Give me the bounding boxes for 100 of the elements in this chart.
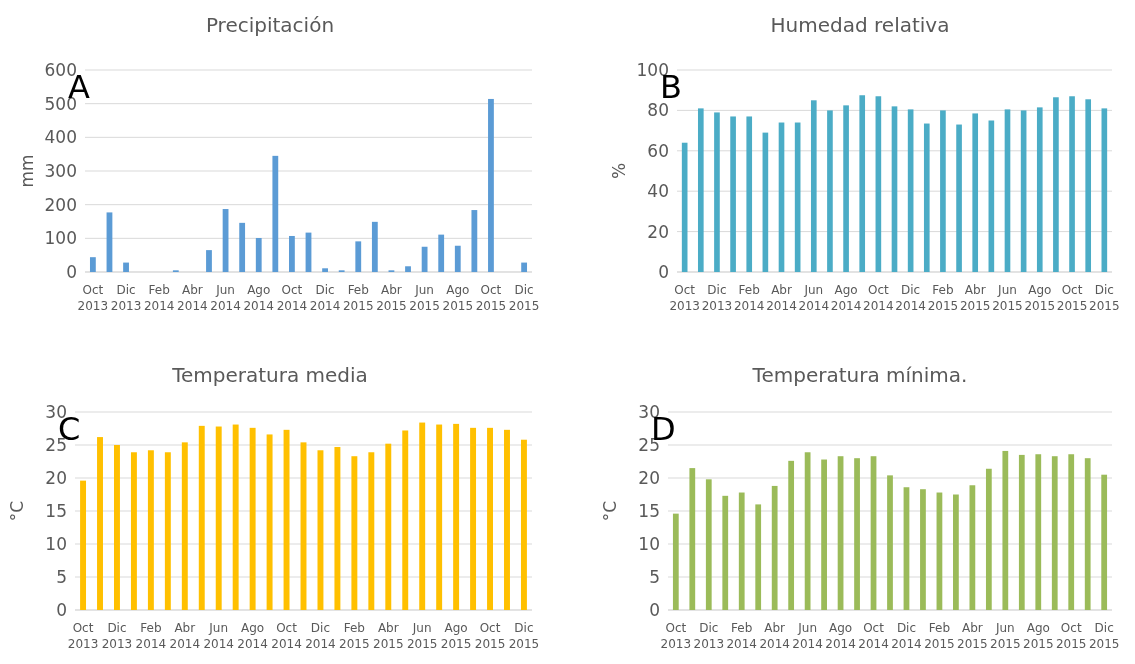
bar bbox=[859, 95, 866, 272]
x-tick-label: Oct 2013 bbox=[67, 621, 99, 651]
x-tick-label: Jun 2014 bbox=[210, 283, 241, 313]
bar bbox=[714, 112, 720, 272]
x-tick-label: Oct 2015 bbox=[1056, 283, 1088, 313]
chart-title: Temperatura mínima. bbox=[751, 363, 968, 387]
bar bbox=[730, 116, 736, 272]
bar bbox=[421, 246, 428, 272]
bar bbox=[1085, 99, 1092, 272]
bar bbox=[198, 425, 205, 610]
bar bbox=[289, 235, 295, 272]
bar bbox=[771, 485, 778, 610]
x-tick-label: Dic 2014 bbox=[895, 283, 926, 313]
bar bbox=[80, 480, 87, 610]
y-tick-label: 100 bbox=[44, 228, 77, 249]
x-tick-label: Abr 2015 bbox=[373, 621, 404, 651]
x-tick-label: Jun 2015 bbox=[990, 621, 1021, 651]
bar bbox=[854, 458, 860, 610]
bar bbox=[985, 468, 992, 610]
bar bbox=[164, 452, 171, 610]
x-tick-label: Oct 2015 bbox=[474, 621, 506, 651]
bar bbox=[788, 460, 795, 610]
chart-title: Humedad relativa bbox=[770, 13, 950, 37]
x-tick-label: Abr 2014 bbox=[766, 283, 797, 313]
x-tick-label: Ago 2015 bbox=[1023, 621, 1054, 651]
bar bbox=[355, 241, 362, 272]
bar bbox=[453, 423, 460, 610]
x-tick-label: Oct 2015 bbox=[475, 283, 507, 313]
x-tick-label: Ago 2015 bbox=[440, 621, 472, 651]
x-tick-label: Feb 2015 bbox=[339, 621, 370, 651]
x-tick-label: Feb 2015 bbox=[924, 621, 955, 651]
x-tick-label: Oct 2014 bbox=[271, 621, 302, 651]
x-tick-label: Jun 2015 bbox=[409, 283, 440, 313]
bar bbox=[1036, 107, 1043, 272]
x-tick-label: Feb 2015 bbox=[927, 283, 959, 313]
y-axis-title: mm bbox=[17, 154, 37, 188]
chart-title: Temperatura media bbox=[171, 363, 368, 387]
bar bbox=[738, 492, 745, 610]
bar bbox=[487, 427, 493, 610]
bar bbox=[1069, 96, 1075, 272]
x-tick-label: Abr 2014 bbox=[177, 283, 208, 313]
bar bbox=[1101, 474, 1108, 610]
bar bbox=[89, 257, 96, 272]
bar bbox=[956, 124, 962, 272]
x-tick-label: Oct 2015 bbox=[1055, 621, 1087, 651]
bar bbox=[436, 424, 443, 610]
bar bbox=[923, 123, 930, 272]
bar bbox=[317, 450, 324, 610]
x-tick-label: Dic 2015 bbox=[508, 283, 540, 313]
bar bbox=[1051, 456, 1058, 610]
y-axis-title: °C bbox=[7, 500, 27, 522]
x-tick-label: Jun 2014 bbox=[792, 621, 823, 651]
y-tick-label: 0 bbox=[56, 599, 67, 620]
bar bbox=[1018, 454, 1025, 610]
bar bbox=[206, 250, 212, 272]
x-tick-label: Abr 2014 bbox=[169, 621, 201, 651]
bar bbox=[827, 110, 833, 272]
x-tick-label: Abr 2015 bbox=[957, 621, 988, 651]
bar bbox=[249, 427, 256, 610]
x-tick-label: Dic 2015 bbox=[508, 621, 540, 651]
bar bbox=[689, 468, 696, 610]
x-tick-label: Ago 2014 bbox=[825, 621, 856, 651]
bar bbox=[371, 221, 378, 272]
x-tick-label: Oct 2014 bbox=[858, 621, 889, 651]
bar bbox=[520, 439, 527, 610]
bar bbox=[1084, 458, 1091, 610]
bar bbox=[953, 494, 959, 610]
x-tick-label: Ago 2015 bbox=[442, 283, 474, 313]
y-tick-label: 15 bbox=[45, 500, 67, 521]
bar bbox=[810, 100, 817, 272]
bar bbox=[123, 262, 129, 272]
x-tick-label: Jun 2015 bbox=[992, 283, 1023, 313]
bar bbox=[322, 268, 328, 272]
x-tick-label: Dic 2013 bbox=[101, 621, 133, 651]
bar bbox=[488, 98, 494, 272]
bar bbox=[887, 475, 893, 610]
x-tick-label: Oct 2013 bbox=[669, 283, 700, 313]
bar bbox=[385, 443, 392, 610]
x-tick-label: Oct 2014 bbox=[863, 283, 894, 313]
x-tick-label: Oct 2013 bbox=[660, 621, 692, 651]
y-tick-label: 20 bbox=[647, 221, 669, 242]
y-tick-label: 20 bbox=[638, 467, 660, 488]
y-tick-label: 40 bbox=[647, 181, 669, 202]
bar bbox=[672, 513, 679, 610]
bar bbox=[454, 245, 461, 272]
y-tick-label: 20 bbox=[45, 467, 67, 488]
x-tick-label: Dic 2014 bbox=[309, 283, 341, 313]
x-tick-label: Abr 2015 bbox=[959, 283, 991, 313]
x-tick-label: Jun 2014 bbox=[203, 621, 234, 651]
x-tick-label: Oct 2014 bbox=[276, 283, 308, 313]
x-tick-label: Feb 2015 bbox=[342, 283, 374, 313]
bar bbox=[232, 424, 239, 610]
bar bbox=[130, 452, 137, 610]
x-tick-label: Abr 2015 bbox=[376, 283, 407, 313]
y-axis-title: % bbox=[609, 162, 629, 180]
bar bbox=[521, 262, 528, 272]
bar bbox=[470, 427, 477, 610]
bar bbox=[972, 113, 979, 272]
bar bbox=[239, 222, 246, 272]
chart-title: Precipitación bbox=[205, 13, 335, 37]
